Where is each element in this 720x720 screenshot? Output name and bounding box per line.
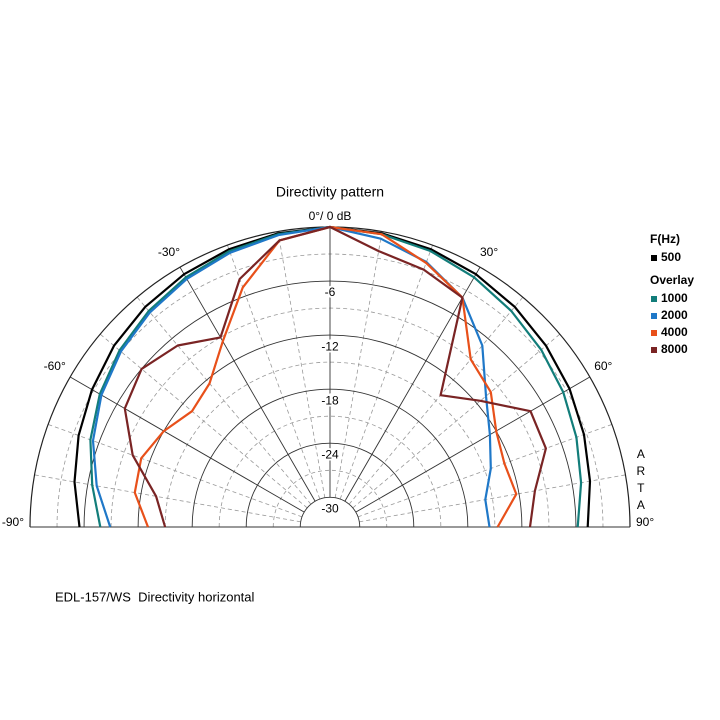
grid [29, 226, 631, 528]
series-group [73, 225, 592, 528]
grid-spoke [344, 266, 481, 502]
series-line [123, 225, 547, 528]
legend-swatch [651, 347, 657, 353]
legend-swatch [651, 330, 657, 336]
minor-grid-spoke [359, 474, 626, 523]
legend-label: 2000 [661, 308, 688, 322]
series-line [133, 225, 518, 528]
watermark: ARTA [634, 447, 648, 515]
minor-grid-spoke [339, 244, 433, 500]
r-tick-label: -24 [321, 447, 339, 461]
legend-swatch [651, 313, 657, 319]
theta-tick-label: -30° [158, 245, 180, 259]
r-tick-label: -18 [321, 393, 339, 407]
legend-overlay-title: Overlay [650, 273, 694, 287]
theta-tick-label: 0°/ 0 dB [309, 209, 352, 223]
minor-grid-spoke [357, 424, 613, 518]
r-tick-label: -30 [321, 501, 339, 515]
grid-spoke [355, 376, 591, 513]
legend-swatch [651, 255, 657, 261]
r-tick-label: -6 [325, 285, 336, 299]
footer: EDL-157/WS Directivity horizontal [55, 589, 255, 604]
minor-grid-spoke [348, 296, 524, 505]
legend-label: 1000 [661, 291, 688, 305]
theta-tick-label: -60° [44, 359, 66, 373]
theta-tick-label: 30° [480, 245, 498, 259]
minor-grid-spoke [136, 296, 312, 505]
grid-spoke [179, 266, 316, 502]
legend-label: 4000 [661, 325, 688, 339]
minor-grid-spoke [352, 333, 561, 509]
grid-spoke [69, 376, 305, 513]
theta-tick-label: -90° [2, 515, 24, 529]
legend-label: 500 [661, 250, 681, 264]
theta-tick-label: 90° [636, 515, 654, 529]
minor-grid-ring [218, 415, 442, 528]
minor-grid-spoke [277, 231, 326, 498]
chart-title: Directivity pattern [276, 184, 384, 200]
legend-title: F(Hz) [650, 232, 680, 246]
legend-label: 8000 [661, 342, 688, 356]
theta-tick-label: 60° [594, 359, 612, 373]
minor-grid-ring [164, 361, 496, 528]
series-line [89, 225, 583, 528]
r-tick-label: -12 [321, 339, 339, 353]
grid-ring [299, 496, 361, 528]
minor-grid-spoke [47, 424, 303, 518]
minor-grid-spoke [34, 474, 301, 523]
minor-grid-spoke [334, 231, 383, 498]
legend-swatch [651, 296, 657, 302]
minor-grid-spoke [99, 333, 308, 509]
